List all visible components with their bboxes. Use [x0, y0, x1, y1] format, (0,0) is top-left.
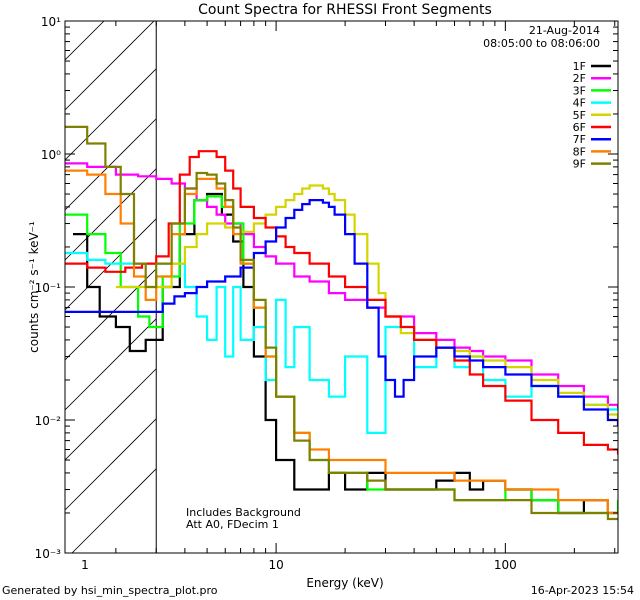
observation-time-range: 08:05:00 to 08:06:00 — [483, 37, 600, 50]
y-axis-ticks: 10⁻³ 10⁻² 10⁻¹ 10⁰ 10¹ — [35, 15, 618, 561]
legend-label-2F: 2F — [573, 72, 586, 85]
legend-label-3F: 3F — [573, 84, 586, 97]
legend-label-9F: 9F — [573, 158, 586, 171]
y-tick-label: 10⁻¹ — [35, 281, 62, 295]
series-layer — [65, 125, 618, 521]
series-line-4F — [65, 251, 618, 434]
y-tick-label: 10⁻³ — [35, 547, 62, 561]
legend-label-6F: 6F — [573, 121, 586, 134]
series-line-6F — [65, 150, 618, 455]
series-line-9F — [65, 125, 618, 521]
series-line-2F — [65, 162, 618, 410]
hatch-line — [65, 21, 155, 111]
legend-label-4F: 4F — [573, 97, 586, 110]
x-tick-label: 10 — [268, 558, 283, 572]
annotation-attenuator: Att A0, FDecim 1 — [186, 518, 279, 531]
observation-date: 21-Aug-2014 — [529, 24, 600, 37]
footer-generated-by: Generated by hsi_min_spectra_plot.pro — [2, 584, 218, 597]
series-line-7F — [65, 199, 618, 427]
footer-timestamp: 16-Apr-2023 15:54 — [530, 584, 634, 597]
x-tick-label: 1 — [81, 558, 89, 572]
x-axis-label: Energy (keV) — [306, 576, 383, 590]
legend-label-1F: 1F — [573, 60, 586, 73]
y-tick-label: 10⁰ — [41, 148, 61, 162]
annotation-background: Includes Background — [186, 506, 301, 519]
y-tick-label: 10⁻² — [35, 414, 62, 428]
excluded-energy-region — [65, 21, 618, 553]
y-tick-label: 10¹ — [41, 15, 61, 29]
legend-label-8F: 8F — [573, 145, 586, 158]
x-axis-ticks: 1 10 100 — [81, 21, 616, 572]
legend-label-5F: 5F — [573, 109, 586, 122]
series-line-5F — [115, 184, 618, 420]
x-tick-label: 100 — [494, 558, 517, 572]
chart-title: Count Spectra for RHESSI Front Segments — [198, 2, 492, 18]
y-axis-label: counts cm⁻² s⁻¹ keV⁻¹ — [27, 221, 41, 353]
legend-label-7F: 7F — [573, 133, 586, 146]
hatch-line — [65, 21, 105, 61]
